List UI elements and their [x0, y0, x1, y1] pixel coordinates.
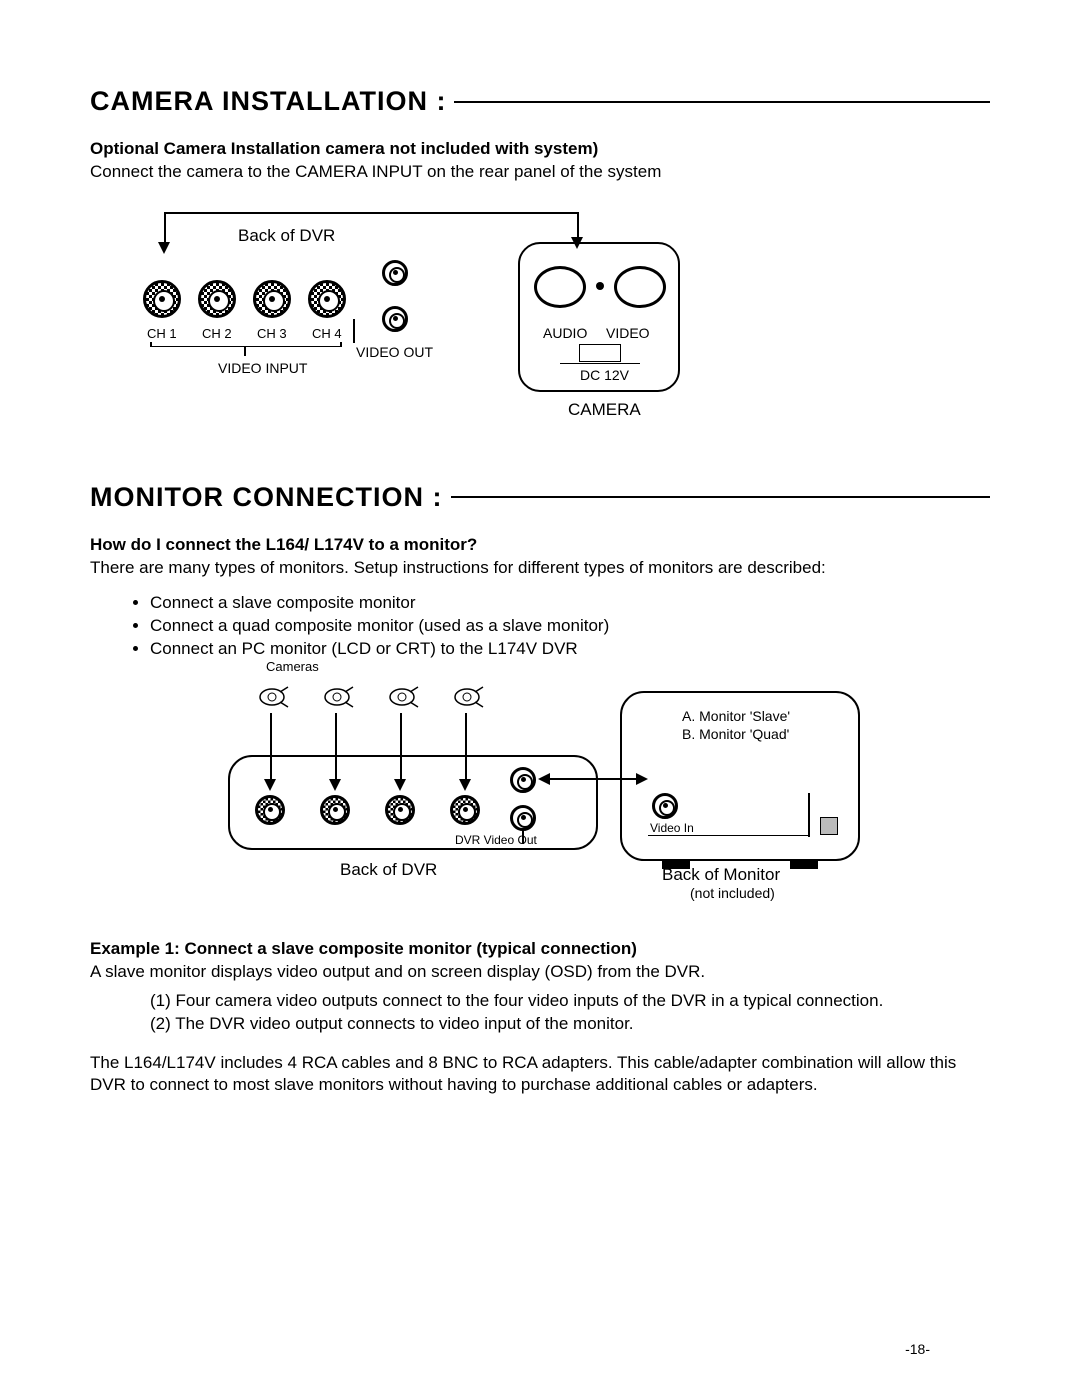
label-ch3: CH 3 [257, 326, 287, 341]
label-back-of-monitor: Back of Monitor [662, 865, 780, 885]
rule-line [451, 496, 991, 498]
section2-subheading: How do I connect the L164/ L174V to a mo… [90, 535, 990, 555]
bnc-icon [253, 280, 291, 318]
step-2: (2) The DVR video output connects to vid… [150, 1013, 990, 1036]
label-back-of-dvr-2: Back of DVR [340, 860, 437, 880]
example1-intro: A slave monitor displays video output an… [90, 961, 990, 984]
label-not-included: (not included) [690, 885, 775, 901]
bnc-icon [385, 795, 415, 825]
bnc-small-icon [510, 767, 536, 793]
bnc-icon [255, 795, 285, 825]
section1-subheading: Optional Camera Installation camera not … [90, 139, 990, 159]
list-item: Connect a quad composite monitor (used a… [150, 615, 990, 638]
section1-title: CAMERA INSTALLATION : [90, 86, 446, 117]
label-cameras: Cameras [266, 659, 319, 674]
power-port-icon [820, 817, 838, 835]
section1-heading: CAMERA INSTALLATION : [90, 86, 990, 117]
bnc-icon [198, 280, 236, 318]
list-item: Connect a slave composite monitor [150, 592, 990, 615]
label-camera: CAMERA [568, 400, 641, 420]
bnc-icon [320, 795, 350, 825]
camera-icon [245, 677, 295, 717]
separator-line [560, 363, 640, 365]
example1-heading: Example 1: Connect a slave composite mon… [90, 939, 990, 959]
monitor-foot-icon [790, 859, 818, 869]
monitor-types: A. Monitor 'Slave' B. Monitor 'Quad' [682, 707, 790, 743]
label-dvr-video-out: DVR Video Out [455, 833, 537, 847]
camera-icon [375, 677, 425, 717]
step-1: (1) Four camera video outputs connect to… [150, 990, 990, 1013]
page: CAMERA INSTALLATION : Optional Camera In… [0, 0, 1080, 1397]
rule-line [454, 101, 990, 103]
bnc-icon [308, 280, 346, 318]
bnc-small-icon [382, 306, 408, 332]
monitor-panel: A. Monitor 'Slave' B. Monitor 'Quad' Vid… [620, 691, 860, 861]
dot-icon [596, 282, 604, 290]
camera-icon [310, 677, 360, 717]
audio-jack-icon [534, 266, 586, 308]
label-video-in: Video In [650, 821, 694, 835]
label-back-of-dvr: Back of DVR [238, 226, 335, 246]
separator-line [808, 793, 810, 837]
section1-body: Connect the camera to the CAMERA INPUT o… [90, 161, 990, 184]
section2-body: There are many types of monitors. Setup … [90, 557, 990, 580]
label-ch4: CH 4 [312, 326, 342, 341]
bnc-small-icon [510, 805, 536, 831]
label-video-input: VIDEO INPUT [218, 360, 307, 376]
example1-note: The L164/L174V includes 4 RCA cables and… [90, 1052, 990, 1098]
label-audio: AUDIO [543, 325, 587, 341]
dc-port-icon [579, 344, 621, 362]
monitor-type-list: Connect a slave composite monitor Connec… [150, 592, 990, 661]
bnc-small-icon [382, 260, 408, 286]
diagram-camera-installation: Back of DVR CH 1 CH 2 CH 3 CH 4 VIDEO IN… [120, 202, 740, 432]
list-item: Connect an PC monitor (LCD or CRT) to th… [150, 638, 990, 661]
section2-title: MONITOR CONNECTION : [90, 482, 443, 513]
example1-steps: (1) Four camera video outputs connect to… [150, 990, 990, 1036]
bnc-icon [450, 795, 480, 825]
label-ch1: CH 1 [147, 326, 177, 341]
separator-line [648, 835, 808, 837]
label-video: VIDEO [606, 325, 650, 341]
monitor-line-b: B. Monitor 'Quad' [682, 725, 790, 743]
bnc-small-icon [652, 793, 678, 819]
label-dc12v: DC 12V [580, 367, 629, 383]
label-ch2: CH 2 [202, 326, 232, 341]
diagram-monitor-connection: Cameras DVR Video Out A. Monit [200, 665, 900, 925]
page-number: -18- [905, 1341, 930, 1357]
label-video-out: VIDEO OUT [356, 344, 433, 360]
video-jack-icon [614, 266, 666, 308]
section2-heading: MONITOR CONNECTION : [90, 482, 990, 513]
camera-icon [440, 677, 490, 717]
monitor-line-a: A. Monitor 'Slave' [682, 707, 790, 725]
bnc-icon [143, 280, 181, 318]
